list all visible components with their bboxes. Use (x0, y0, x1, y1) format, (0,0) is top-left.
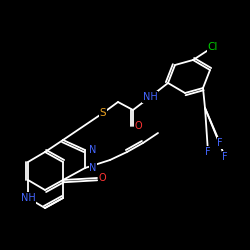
Text: N: N (89, 163, 97, 173)
Text: Cl: Cl (208, 42, 218, 52)
Text: O: O (134, 121, 142, 131)
Text: F: F (217, 138, 223, 148)
Text: S: S (100, 108, 106, 118)
Text: NH: NH (142, 92, 158, 102)
Text: F: F (205, 147, 211, 157)
Text: O: O (98, 173, 106, 183)
Text: NH: NH (20, 193, 36, 203)
Text: N: N (89, 145, 97, 155)
Text: F: F (222, 152, 228, 162)
